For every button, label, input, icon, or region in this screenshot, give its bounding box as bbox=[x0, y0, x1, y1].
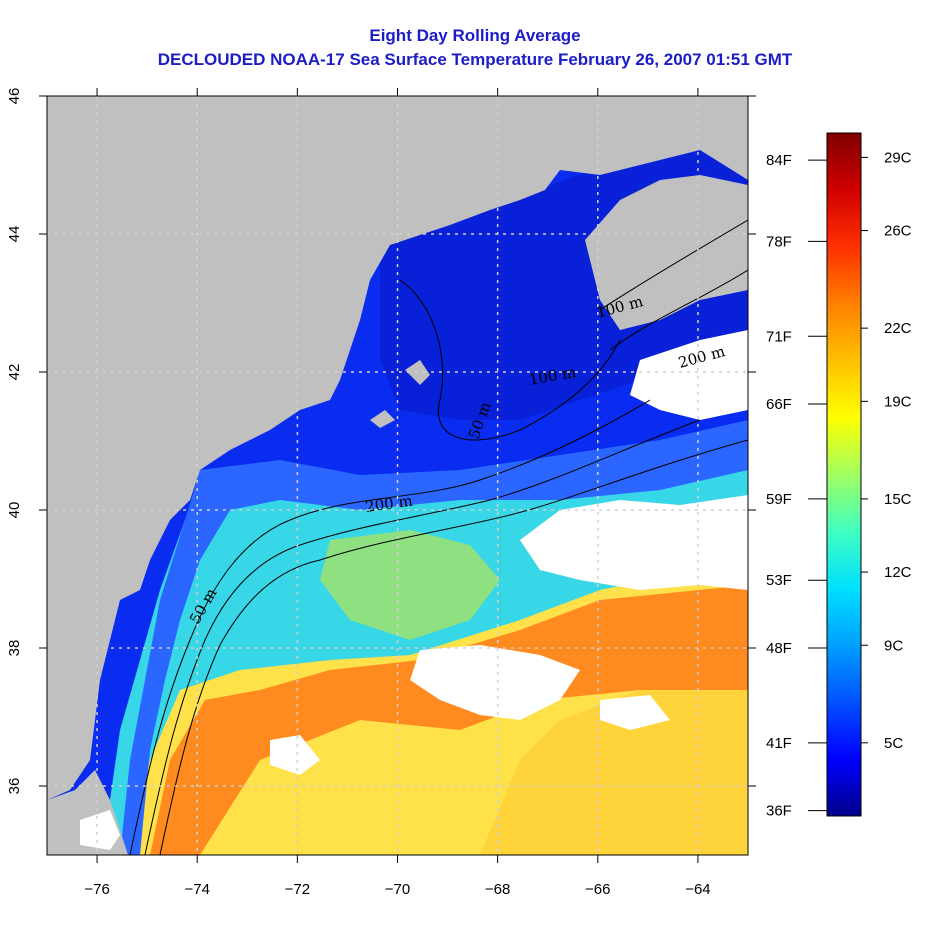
cloud-patch-south bbox=[270, 735, 320, 775]
lat-tick-label: 44 bbox=[6, 226, 23, 243]
contour-gulf-maine bbox=[399, 279, 621, 441]
colorbar-celsius-label: 29C bbox=[884, 149, 912, 166]
map-title-line2: DECLOUDED NOAA-17 Sea Surface Temperatur… bbox=[157, 50, 793, 69]
colorbar-celsius-label: 22C bbox=[884, 320, 912, 337]
lat-tick-label: 38 bbox=[6, 640, 23, 657]
gridlines bbox=[47, 96, 748, 855]
southern-warm-area bbox=[480, 690, 748, 855]
lon-tick-label: −64 bbox=[685, 881, 710, 898]
fahrenheit-label: 53F bbox=[766, 572, 792, 589]
fahrenheit-label: 84F bbox=[766, 152, 792, 169]
lat-tick-label: 36 bbox=[6, 778, 23, 795]
fahrenheit-label: 66F bbox=[766, 396, 792, 413]
cloud-area-northeast bbox=[630, 330, 748, 420]
lat-tick-label: 42 bbox=[6, 364, 23, 381]
shelf-edge-water bbox=[120, 420, 748, 855]
lon-tick-label: −72 bbox=[285, 881, 310, 898]
land-island bbox=[370, 410, 395, 428]
map-plot: 50 m 200 m 100 m 50 m 100 m 200 m bbox=[47, 96, 748, 855]
colorbar-celsius-labels: 29C 26C 22C 19C 15C 12C 9C 5C bbox=[861, 149, 912, 752]
contour-100m bbox=[144, 419, 701, 855]
cloud-area-coast bbox=[80, 810, 120, 850]
colorbar-celsius-label: 5C bbox=[884, 735, 903, 752]
cloud-area-central bbox=[410, 645, 580, 720]
colorbar-celsius-label: 19C bbox=[884, 393, 912, 410]
longitude-axis: −76 −74 −72 −70 −68 −66 −64 bbox=[84, 88, 711, 898]
fahrenheit-label: 48F bbox=[766, 640, 792, 657]
colorbar bbox=[826, 132, 862, 817]
latitude-axis: 36 38 40 42 44 46 bbox=[6, 88, 756, 795]
map-title-line1: Eight Day Rolling Average bbox=[369, 26, 581, 45]
fahrenheit-label: 59F bbox=[766, 491, 792, 508]
lon-tick-label: −74 bbox=[184, 881, 209, 898]
fahrenheit-axis: 84F 78F 71F 66F 59F 53F 48F 41F 36F bbox=[766, 152, 827, 820]
fahrenheit-label: 41F bbox=[766, 735, 792, 752]
gulf-stream-band bbox=[150, 585, 748, 855]
lon-tick-label: −70 bbox=[385, 881, 410, 898]
colorbar-celsius-label: 15C bbox=[884, 491, 912, 508]
fahrenheit-label: 78F bbox=[766, 233, 792, 250]
warm-eddy bbox=[320, 530, 500, 640]
cloud-patch-southeast bbox=[600, 695, 670, 730]
land-nova-scotia bbox=[585, 175, 748, 330]
lon-tick-label: −66 bbox=[585, 881, 610, 898]
cloud-area-east bbox=[520, 495, 748, 590]
lat-tick-label: 46 bbox=[6, 88, 23, 105]
lon-tick-label: −68 bbox=[485, 881, 510, 898]
land-mainland bbox=[47, 96, 748, 800]
colorbar-celsius-label: 12C bbox=[884, 564, 912, 581]
colorbar-celsius-label: 26C bbox=[884, 223, 912, 240]
lon-tick-label: −76 bbox=[84, 881, 109, 898]
fahrenheit-label: 71F bbox=[766, 328, 792, 345]
contour-scotian-shelf bbox=[599, 219, 748, 311]
contour-scotian-slope bbox=[609, 269, 748, 351]
lat-tick-label: 40 bbox=[6, 502, 23, 519]
fahrenheit-label: 36F bbox=[766, 803, 792, 820]
colorbar-celsius-label: 9C bbox=[884, 637, 903, 654]
contour-50m bbox=[129, 399, 651, 855]
